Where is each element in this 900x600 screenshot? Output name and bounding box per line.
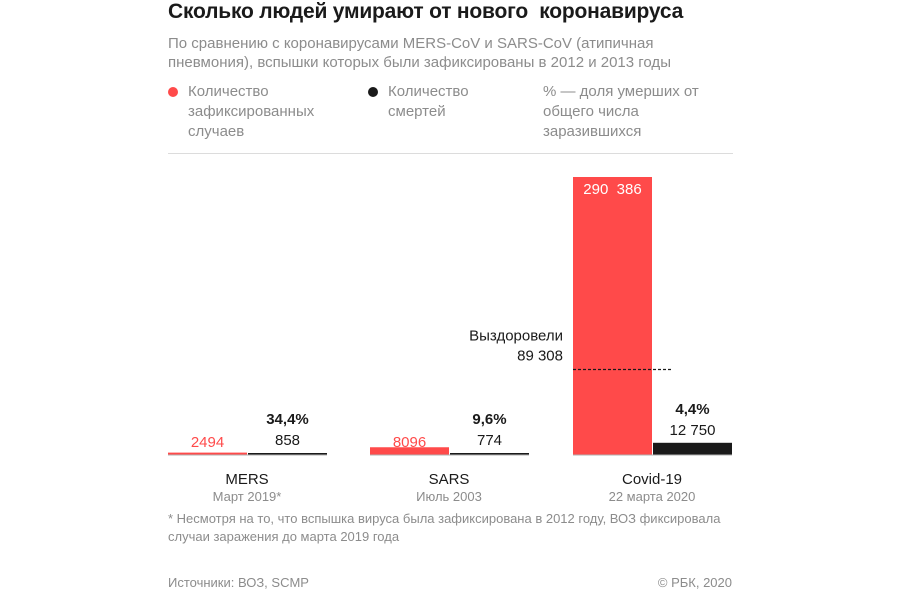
source-note: Источники: ВОЗ, SCMP	[168, 575, 309, 590]
deaths-value-label: 858	[275, 432, 300, 449]
deaths-value-label: 774	[477, 432, 502, 449]
category-label: Covid-19	[622, 471, 682, 488]
bar-cases	[573, 177, 652, 455]
chart-title: Сколько людей умирают от нового коронави…	[168, 0, 684, 23]
death-rate-label: 34,4%	[266, 411, 309, 428]
category-label: SARS	[429, 471, 470, 488]
deaths-value-label: 12 750	[670, 422, 716, 439]
legend-deaths-label: Количество смертей	[388, 83, 469, 120]
recovered-label: Выздоровели	[469, 328, 563, 345]
legend-cases-dot-icon	[168, 87, 178, 97]
legend-deaths-dot-icon	[368, 87, 378, 97]
category-date-label: Июль 2003	[416, 489, 482, 504]
legend-divider	[168, 153, 733, 154]
category-date-label: 22 марта 2020	[609, 489, 696, 504]
copyright-note: © РБК, 2020	[657, 575, 732, 590]
bar-deaths	[248, 453, 327, 455]
death-rate-label: 4,4%	[675, 401, 709, 418]
category-date-label: Март 2019*	[213, 489, 282, 504]
footnote: * Несмотря на то, что вспышка вируса был…	[168, 511, 721, 544]
legend-cases-label: Количество зафиксированных случаев	[188, 83, 315, 140]
bar-deaths	[653, 442, 732, 455]
bar-deaths	[450, 453, 529, 455]
bar-cases	[370, 447, 449, 455]
cases-value-label: 290 386	[583, 181, 641, 198]
cases-value-label: 8096	[393, 434, 426, 451]
cases-value-label: 2494	[191, 434, 224, 451]
legend-percent-note: % — доля умерших от общего числа заразив…	[543, 83, 699, 140]
bar-cases	[168, 452, 247, 455]
category-label: MERS	[225, 471, 268, 488]
death-rate-label: 9,6%	[472, 411, 506, 428]
chart-subtitle: По сравнению с коронавирусами MERS-CoV и…	[168, 35, 671, 71]
recovered-value-label: 89 308	[517, 348, 563, 365]
